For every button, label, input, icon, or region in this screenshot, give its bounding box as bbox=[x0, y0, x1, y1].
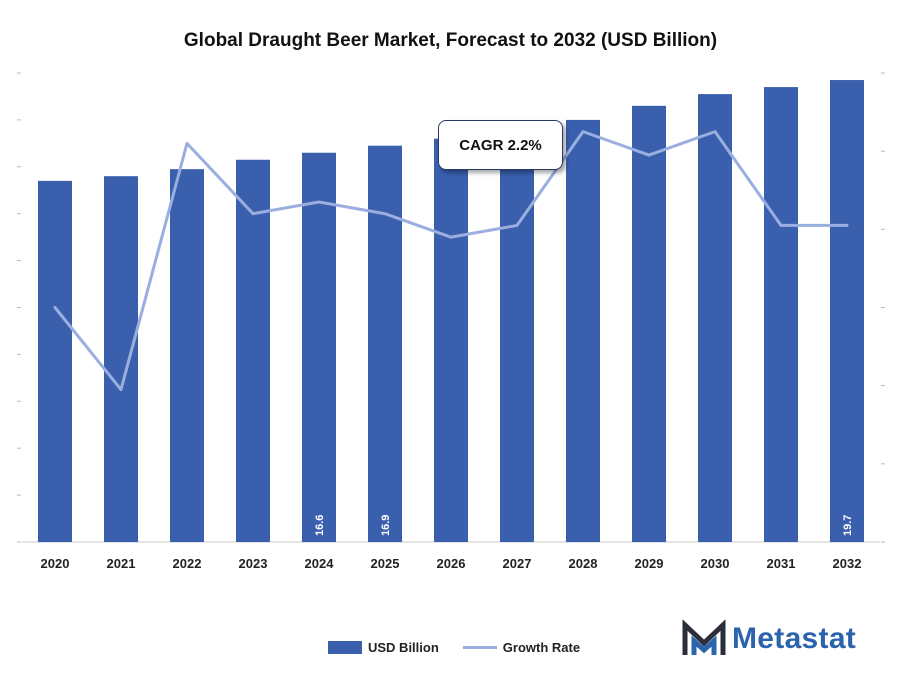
bar-data-labels: 16.6 16.9 19.7 bbox=[314, 515, 854, 536]
left-axis-ticks bbox=[17, 72, 21, 543]
bar-2029 bbox=[632, 105, 666, 542]
x-tick-label: 2024 bbox=[305, 556, 335, 571]
bar-2031 bbox=[764, 87, 798, 542]
legend-label-growth-rate: Growth Rate bbox=[502, 639, 581, 655]
x-tick-label: 2023 bbox=[239, 556, 268, 571]
x-tick-label: 2025 bbox=[371, 556, 400, 571]
legend-label-usd-billion: USD Billion bbox=[368, 639, 439, 655]
x-tick-label: 2020 bbox=[41, 556, 70, 571]
x-tick-label: 2022 bbox=[173, 556, 202, 571]
bar-2026 bbox=[434, 138, 468, 542]
x-tick-label: 2028 bbox=[569, 556, 598, 571]
x-tick-label: 2026 bbox=[437, 556, 466, 571]
metastat-logo: Metastat bbox=[682, 617, 856, 661]
right-axis-ticks bbox=[881, 72, 885, 543]
legend-swatch-line bbox=[462, 645, 497, 649]
bar-2023 bbox=[236, 159, 270, 542]
x-tick-label: 2032 bbox=[833, 556, 862, 571]
bar-2021 bbox=[104, 176, 138, 542]
brand-name: Metastat bbox=[732, 622, 857, 655]
cagr-callout: CAGR 2.2% bbox=[438, 120, 563, 170]
bar-series bbox=[38, 80, 864, 543]
bar-2024 bbox=[302, 152, 336, 543]
chart-title: Global Draught Beer Market, Forecast to … bbox=[183, 30, 718, 51]
x-tick-label: 2027 bbox=[503, 556, 532, 571]
x-tick-label: 2021 bbox=[107, 556, 136, 571]
bar-2032 bbox=[830, 80, 864, 542]
bar-2025 bbox=[368, 145, 402, 542]
bar-2020 bbox=[38, 180, 72, 542]
bar-data-label: 19.7 bbox=[842, 515, 854, 536]
metastat-m-logo-icon bbox=[682, 619, 726, 655]
bar-2022 bbox=[170, 169, 204, 542]
legend: USD Billion Growth Rate bbox=[328, 638, 580, 656]
bar-2028 bbox=[566, 119, 600, 543]
x-axis-tick-labels: 2020 2021 2022 2023 2024 2025 2026 2027 2028 2029… bbox=[41, 556, 862, 571]
bar-2030 bbox=[698, 94, 732, 542]
legend-swatch-bar bbox=[328, 640, 362, 654]
x-tick-label: 2031 bbox=[767, 556, 796, 571]
growth-line-series bbox=[53, 130, 849, 392]
bar-2027 bbox=[500, 126, 534, 542]
x-tick-label: 2029 bbox=[635, 556, 664, 571]
bar-data-label: 16.9 bbox=[380, 515, 392, 536]
bar-data-label: 16.6 bbox=[314, 515, 326, 536]
x-tick-label: 2030 bbox=[701, 556, 730, 571]
